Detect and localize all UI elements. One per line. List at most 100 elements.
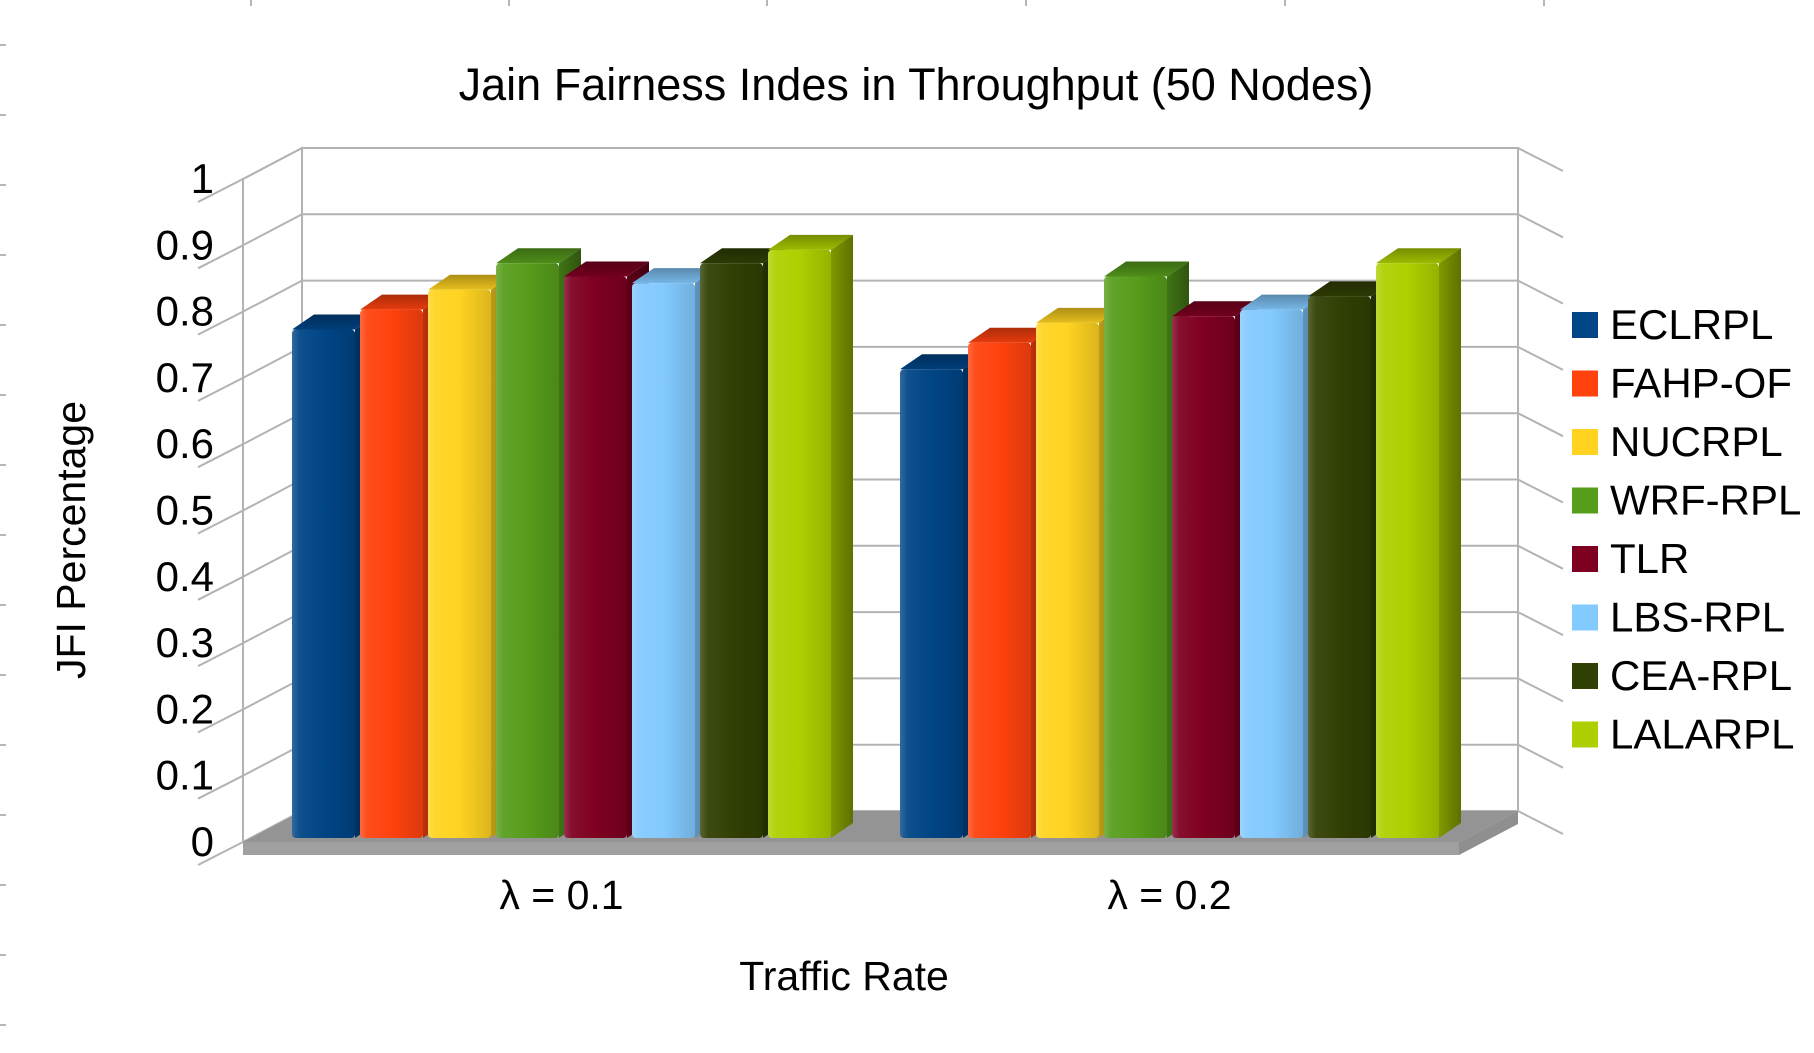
y-axis-tick-right <box>1517 677 1564 703</box>
bar-front-face <box>428 289 491 839</box>
bar-front-face <box>900 369 963 838</box>
legend-item-eclrpl: ECLRPL <box>1572 301 1773 348</box>
bar-front-face <box>360 309 423 839</box>
legend-label: ECLRPL <box>1610 301 1773 348</box>
bar-front-face <box>632 283 695 839</box>
bar-top-face <box>900 354 985 370</box>
bar-front-face <box>700 263 763 838</box>
bar-top-face <box>428 274 513 290</box>
y-tick-labels: 0 0.1 0.2 0.3 0.4 0.5 0.6 0.7 0.8 0.9 1 <box>156 155 214 865</box>
legend-chip-icon <box>1572 663 1598 689</box>
y-axis-tick-left <box>197 575 244 601</box>
x-axis-title: Traffic Rate <box>739 953 949 999</box>
legend-chip-icon <box>1572 487 1598 514</box>
bar-top-face <box>564 261 649 277</box>
legend-item-tlr: TLR <box>1572 535 1689 582</box>
bar-top-face <box>700 248 785 264</box>
legend-item-lalarpl: LALARPL <box>1572 711 1794 758</box>
legend-chip-icon <box>1572 370 1598 397</box>
y-axis-tick-left <box>197 509 244 535</box>
floor-front <box>243 842 1459 855</box>
legend-label: LBS-RPL <box>1610 594 1785 641</box>
legend-item-nucrpl: NUCRPL <box>1572 418 1783 465</box>
bar-top-face <box>1308 281 1393 297</box>
y-axis-tick-right <box>1517 544 1564 570</box>
y-axis-tick-left <box>197 774 244 800</box>
legend-chip-icon <box>1572 312 1598 338</box>
gridline-wall <box>242 279 303 313</box>
bar-front-face <box>564 276 627 838</box>
y-tick-label: 0.5 <box>156 487 214 534</box>
y-axis-title: JFI Percentage <box>48 401 94 679</box>
bar-front-face <box>1036 322 1099 838</box>
y-axis-tick-left <box>197 642 244 667</box>
edge-artifact-ticks <box>0 0 1545 1026</box>
bar-top-face <box>632 268 717 284</box>
y-axis-tick-right <box>1517 412 1564 438</box>
y-axis-tick-left <box>197 244 244 270</box>
legend-label: NUCRPL <box>1610 418 1783 465</box>
legend-item-wrf-rpl: WRF-RPL <box>1572 477 1801 524</box>
bar-top-face <box>1104 261 1189 277</box>
bar-front-face <box>1240 309 1303 839</box>
bar-top-face <box>496 248 581 264</box>
chart-title: Jain Fairness Indes in Throughput (50 No… <box>459 59 1374 110</box>
legend-item-cea-rpl: CEA-RPL <box>1572 652 1792 699</box>
y-tick-label: 0.2 <box>156 685 214 732</box>
bar-top-face <box>1036 307 1121 323</box>
bar-front-face <box>1104 276 1167 838</box>
legend-label: FAHP-OF <box>1610 360 1792 407</box>
bar-top-face <box>968 327 1053 343</box>
y-axis-tick-right <box>1517 611 1564 636</box>
x-category-labels: λ = 0.1 λ = 0.2 <box>499 872 1231 918</box>
y-axis-tick-right <box>1517 213 1564 239</box>
legend-label: TLR <box>1610 535 1689 582</box>
y-axis-tick-left <box>197 377 244 402</box>
bar-front-face <box>292 329 355 838</box>
bar-top-face <box>1376 248 1461 264</box>
y-axis-tick-right <box>1517 279 1564 305</box>
bar-lalarpl-cat2 <box>1376 248 1461 838</box>
y-tick-label: 0.9 <box>156 221 214 268</box>
legend-chip-icon <box>1572 604 1598 631</box>
bar-front-face <box>768 249 831 838</box>
bar-front-face <box>968 342 1031 838</box>
bars <box>292 234 1461 839</box>
bar-top-face <box>360 294 445 310</box>
y-tick-label: 0.6 <box>156 420 214 467</box>
y-axis-tick-right <box>1517 147 1564 172</box>
floor-side <box>1459 811 1518 855</box>
y-axis-tick-right <box>1517 810 1564 835</box>
bar-front-face <box>1172 316 1235 839</box>
bar-front-face <box>1308 296 1371 839</box>
legend-label: WRF-RPL <box>1610 477 1801 524</box>
legend-chip-icon <box>1572 429 1598 455</box>
bar-side-face <box>831 234 853 838</box>
y-axis-tick-right <box>1517 743 1564 769</box>
x-category-label: λ = 0.2 <box>1107 872 1231 918</box>
bar-top-face <box>768 234 853 250</box>
y-tick-label: 0.7 <box>156 354 214 401</box>
legend-label: LALARPL <box>1610 711 1794 758</box>
y-axis-tick-left <box>197 841 244 866</box>
y-axis-tick-left <box>197 178 244 203</box>
bar-top-face <box>1240 294 1325 310</box>
y-axis-tick-left <box>197 310 244 336</box>
y-tick-label: 0.8 <box>156 288 214 335</box>
gridline-wall <box>242 213 303 247</box>
y-axis-tick-left <box>197 708 244 734</box>
x-category-label: λ = 0.1 <box>499 872 623 918</box>
gridline-wall <box>242 147 303 180</box>
legend-chip-icon <box>1572 721 1598 748</box>
bar-top-face <box>292 314 377 330</box>
y-tick-label: 0.3 <box>156 619 214 666</box>
y-tick-label: 0.1 <box>156 752 214 799</box>
y-tick-label: 0 <box>191 818 214 865</box>
y-axis-tick-right <box>1517 346 1564 371</box>
bar-front-face <box>496 263 559 838</box>
y-axis-tick-left <box>197 443 244 469</box>
legend-item-fahp-of: FAHP-OF <box>1572 360 1792 407</box>
legend-chip-icon <box>1572 546 1598 572</box>
